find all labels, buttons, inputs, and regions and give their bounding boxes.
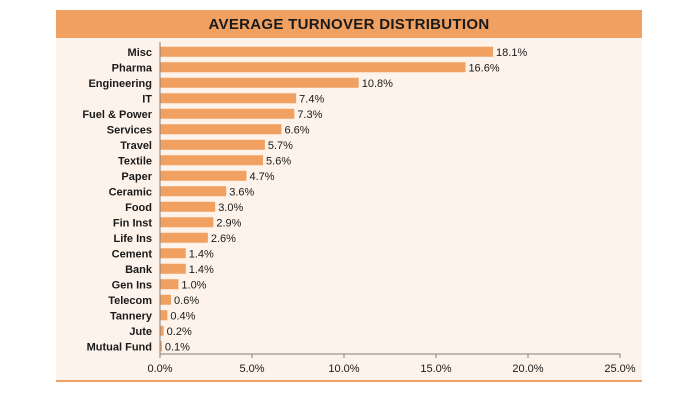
chart-card: AVERAGE TURNOVER DISTRIBUTION Misc 18.1% P…	[56, 10, 642, 382]
value-label: 3.6%	[229, 186, 254, 198]
bar-4	[160, 108, 295, 119]
value-label: 4.7%	[249, 171, 274, 183]
category-label: Jute	[129, 326, 152, 338]
bar-17	[160, 310, 168, 321]
value-label: 0.4%	[170, 310, 195, 322]
category-label: Travel	[120, 140, 152, 152]
bar-19	[160, 341, 162, 352]
bar-3	[160, 93, 297, 104]
category-label: Life Ins	[113, 233, 152, 245]
category-label: Fuel & Power	[82, 109, 152, 121]
value-label: 0.1%	[165, 341, 190, 353]
bar-10	[160, 201, 216, 212]
bar-6	[160, 139, 265, 150]
bar-11	[160, 217, 214, 228]
bar-2	[160, 77, 359, 88]
value-label: 1.4%	[189, 248, 214, 260]
title-bar: AVERAGE TURNOVER DISTRIBUTION	[56, 10, 642, 38]
x-tick-label: 0.0%	[147, 363, 172, 375]
category-label: Gen Ins	[112, 279, 152, 291]
bar-5	[160, 124, 282, 135]
category-label: Engineering	[88, 78, 152, 90]
bar-18	[160, 325, 164, 336]
category-label: Misc	[128, 47, 152, 59]
value-label: 1.0%	[181, 279, 206, 291]
value-label: 3.0%	[218, 202, 243, 214]
x-tick-label: 10.0%	[328, 363, 359, 375]
category-label: Telecom	[108, 295, 152, 307]
category-label: Tannery	[110, 310, 153, 322]
bottom-rule	[56, 380, 642, 382]
x-tick-label: 25.0%	[604, 363, 635, 375]
bar-7	[160, 155, 264, 166]
bar-13	[160, 248, 186, 259]
value-label: 0.2%	[167, 326, 192, 338]
category-label: IT	[142, 93, 152, 105]
bar-chart: Misc 18.1% Pharma 16.6% Engineering 10.8% IT 7.…	[82, 42, 636, 375]
bar-0	[160, 46, 494, 57]
bar-9	[160, 186, 227, 197]
value-label: 6.6%	[284, 124, 309, 136]
category-label: Bank	[125, 264, 153, 276]
value-label: 7.3%	[297, 109, 322, 121]
value-label: 0.6%	[174, 295, 199, 307]
category-label: Services	[107, 124, 152, 136]
x-tick-label: 20.0%	[512, 363, 543, 375]
category-label: Cement	[112, 248, 153, 260]
bar-15	[160, 279, 179, 290]
bar-1	[160, 62, 466, 73]
category-label: Food	[125, 202, 152, 214]
value-label: 10.8%	[362, 78, 393, 90]
value-label: 18.1%	[496, 47, 527, 59]
value-label: 5.6%	[266, 155, 291, 167]
x-tick-label: 15.0%	[420, 363, 451, 375]
category-label: Textile	[118, 155, 152, 167]
category-label: Ceramic	[109, 186, 152, 198]
value-label: 5.7%	[268, 140, 293, 152]
x-tick-label: 5.0%	[239, 363, 264, 375]
category-label: Fin Inst	[113, 217, 152, 229]
value-label: 1.4%	[189, 264, 214, 276]
bar-12	[160, 232, 208, 243]
value-label: 2.6%	[211, 233, 236, 245]
category-label: Pharma	[112, 62, 153, 74]
value-label: 2.9%	[216, 217, 241, 229]
category-label: Mutual Fund	[87, 341, 152, 353]
chart-title: AVERAGE TURNOVER DISTRIBUTION	[208, 15, 490, 33]
value-label: 16.6%	[468, 62, 499, 74]
plot-area: Misc 18.1% Pharma 16.6% Engineering 10.8% IT 7.…	[56, 38, 642, 382]
bar-14	[160, 263, 186, 274]
bar-16	[160, 294, 172, 305]
value-label: 7.4%	[299, 93, 324, 105]
category-label: Paper	[121, 171, 152, 183]
bar-8	[160, 170, 247, 181]
